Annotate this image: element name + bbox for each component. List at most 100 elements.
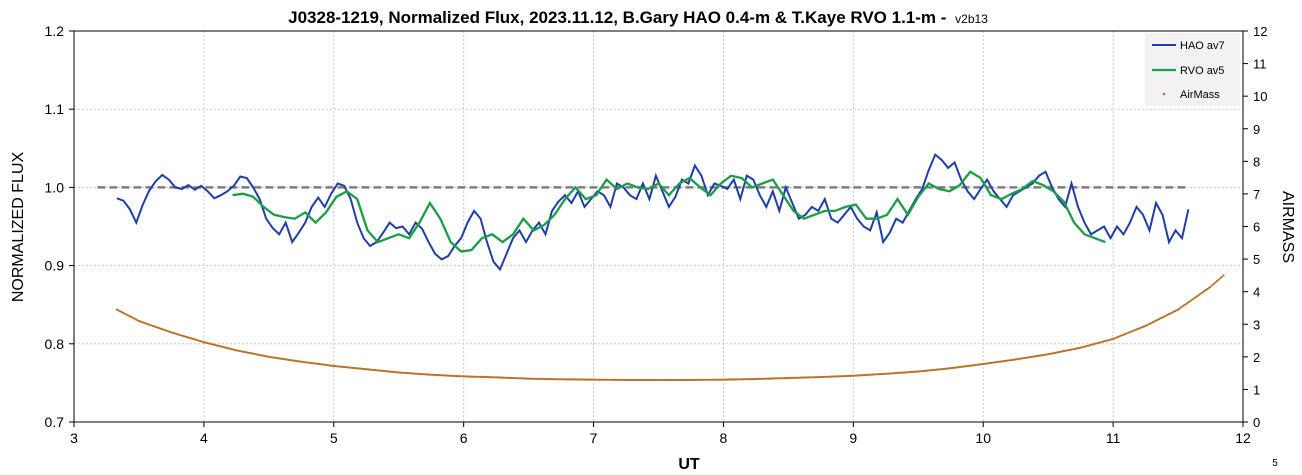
- x-tick-label: 11: [1106, 430, 1121, 446]
- airmass-point: [825, 375, 829, 378]
- airmass-point: [734, 378, 737, 381]
- airmass-point: [507, 376, 510, 379]
- airmass-point: [658, 378, 662, 382]
- airmass-point: [561, 378, 564, 381]
- airmass-point: [440, 374, 444, 377]
- airmass-point: [668, 378, 671, 382]
- airmass-point: [1008, 359, 1011, 362]
- y-tick-label: 1.2: [45, 23, 65, 39]
- airmass-point: [1203, 290, 1206, 293]
- airmass-series: [115, 274, 1225, 382]
- airmass-point: [1002, 360, 1005, 363]
- airmass-point: [968, 364, 971, 367]
- airmass-point: [808, 376, 812, 379]
- airmass-point: [380, 369, 383, 372]
- airmass-point: [912, 370, 915, 373]
- airmass-point: [679, 378, 682, 382]
- series-line-hao: [116, 152, 1190, 272]
- airmass-point: [904, 371, 908, 374]
- y-tick-label: 1.1: [45, 101, 65, 117]
- airmass-point: [722, 378, 725, 381]
- airmass-point: [467, 375, 470, 378]
- airmass-point: [624, 378, 628, 382]
- airmass-point: [858, 374, 861, 377]
- airmass-point: [345, 366, 348, 369]
- airmass-point: [999, 360, 1002, 363]
- y2-tick-label: 8: [1253, 154, 1260, 169]
- airmass-point: [618, 378, 621, 381]
- airmass-point: [584, 378, 587, 381]
- airmass-point: [938, 368, 942, 371]
- y2-axis-label: AIRMASS: [1279, 191, 1296, 263]
- airmass-point: [607, 378, 611, 381]
- airmass-point: [511, 376, 515, 380]
- airmass-point: [929, 369, 932, 372]
- airmass-point: [815, 376, 818, 379]
- legend-swatch-airmass: [1162, 92, 1166, 96]
- airmass-point: [909, 370, 912, 374]
- airmass-point: [360, 367, 363, 370]
- airmass-point: [403, 371, 406, 374]
- airmass-point: [478, 375, 481, 378]
- airmass-point: [304, 361, 307, 364]
- airmass-point: [714, 378, 717, 381]
- airmass-point: [521, 377, 524, 380]
- airmass-point: [771, 377, 775, 380]
- airmass-point: [311, 362, 314, 365]
- airmass-point: [587, 378, 591, 381]
- airmass-point: [351, 366, 354, 369]
- x-tick-label: 10: [975, 430, 991, 446]
- airmass-point: [915, 370, 918, 373]
- airmass-point: [881, 372, 884, 376]
- airmass-point: [371, 368, 374, 371]
- airmass-point: [901, 371, 904, 374]
- airmass-point: [962, 365, 965, 368]
- airmass-point: [464, 375, 467, 378]
- airmass-point: [662, 378, 665, 382]
- airmass-point: [745, 378, 748, 381]
- airmass-point: [705, 378, 708, 381]
- y2-tick-label: 9: [1253, 122, 1260, 137]
- airmass-point: [481, 375, 484, 378]
- airmass-point: [674, 378, 677, 382]
- airmass-point: [1192, 297, 1195, 300]
- airmass-point: [628, 378, 631, 382]
- airmass-point: [570, 378, 574, 381]
- airmass-point: [328, 364, 331, 367]
- airmass-point: [397, 371, 400, 374]
- airmass-point: [575, 378, 578, 381]
- x-axis-label: UT: [678, 456, 700, 473]
- airmass-point: [408, 372, 411, 375]
- airmass-point: [1031, 355, 1034, 358]
- grid: [73, 30, 1244, 423]
- airmass-point: [491, 376, 495, 379]
- airmass-point: [590, 378, 594, 381]
- airmass-point: [340, 365, 343, 368]
- airmass-point: [838, 375, 841, 378]
- airmass-point: [932, 368, 935, 371]
- airmass-point: [872, 373, 875, 376]
- airmass-point: [835, 375, 838, 378]
- legend-label-hao: HAO av7: [1180, 40, 1225, 52]
- airmass-point: [411, 372, 414, 375]
- airmass-point: [598, 378, 601, 381]
- airmass-point: [324, 363, 328, 366]
- y-axis-ticks: 0.7 0.8 0.9 1.0 1.1 1.2: [45, 23, 74, 430]
- airmass-point: [611, 378, 614, 381]
- airmass-point: [1180, 306, 1183, 309]
- airmass-point: [798, 376, 801, 379]
- airmass-point: [685, 378, 688, 382]
- airmass-point: [1220, 275, 1223, 278]
- y2-tick-label: 5: [1253, 252, 1260, 267]
- y2-tick-label: 4: [1253, 285, 1260, 300]
- airmass-point: [314, 362, 317, 365]
- airmass-point: [391, 370, 394, 373]
- airmass-point: [595, 378, 598, 381]
- airmass-point: [935, 368, 938, 371]
- airmass-point: [601, 378, 604, 381]
- airmass-point: [846, 374, 849, 378]
- airmass-point: [1195, 295, 1198, 298]
- airmass-point: [394, 371, 397, 374]
- y2-tick-label: 11: [1253, 57, 1267, 72]
- airmass-point: [447, 374, 450, 377]
